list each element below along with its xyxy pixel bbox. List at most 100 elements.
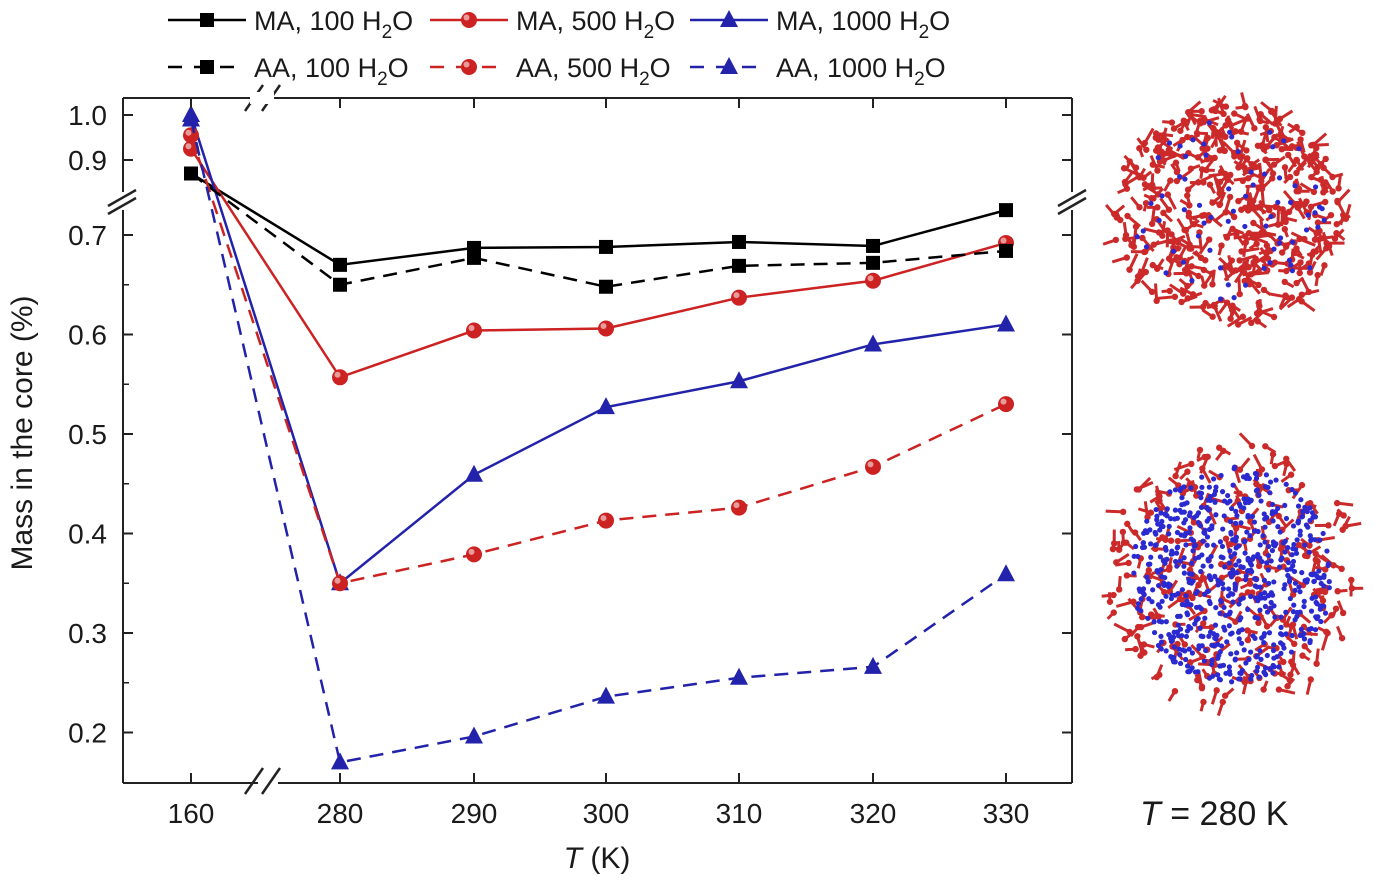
water-atom <box>1283 481 1289 487</box>
polymer-atom <box>1173 177 1181 185</box>
water-atom <box>1311 578 1317 585</box>
polymer-atom <box>1158 148 1165 155</box>
water-atom <box>1259 558 1265 565</box>
water-atom <box>1177 143 1183 149</box>
polymer-atom <box>1338 634 1346 642</box>
water-atom <box>1262 665 1269 671</box>
polymer-atom <box>1202 257 1209 264</box>
polymer-atom <box>1188 460 1195 468</box>
water-atom <box>1306 549 1312 555</box>
water-atom <box>1162 511 1168 517</box>
data-point-highlight <box>1000 398 1007 405</box>
water-atom <box>1220 555 1226 561</box>
polymer-atom <box>1283 460 1290 468</box>
water-atom <box>1270 144 1276 150</box>
water-atom <box>1241 496 1247 502</box>
polymer-atom <box>1278 670 1286 678</box>
water-atom <box>1278 557 1284 563</box>
polymer-atom <box>1334 197 1341 205</box>
water-atom <box>1160 558 1166 564</box>
water-atom <box>1261 633 1267 639</box>
polymer-atom <box>1132 645 1139 653</box>
water-atom <box>1286 257 1293 263</box>
polymer-atom <box>1209 313 1216 320</box>
polymer-atom <box>1189 594 1196 602</box>
polymer-atom <box>1168 119 1176 126</box>
water-atom <box>1238 670 1244 677</box>
water-atom <box>1261 640 1267 646</box>
series-0 <box>184 166 1013 272</box>
polymer-atom <box>1249 234 1257 241</box>
water-atom <box>1304 508 1310 515</box>
polymer-atom <box>1180 290 1187 297</box>
water-atom <box>1218 296 1224 302</box>
legend-marker <box>720 57 738 74</box>
data-point-highlight <box>185 143 192 150</box>
polymer-atom <box>1181 266 1189 274</box>
water-atom <box>1174 563 1180 569</box>
water-atom <box>1194 513 1200 519</box>
polymer-atom <box>1242 233 1249 240</box>
water-atom <box>1198 490 1205 496</box>
legend-marker-highlight <box>463 14 470 21</box>
water-atom <box>1240 564 1246 570</box>
x-tick-label: 280 <box>317 798 364 829</box>
polymer-atom <box>1154 204 1161 211</box>
polymer-atom <box>1172 159 1180 166</box>
water-atom <box>1248 676 1254 682</box>
water-atom <box>1170 656 1176 663</box>
polymer-atom <box>1109 545 1117 553</box>
water-atom <box>1229 134 1235 140</box>
polymer-atom <box>1160 209 1167 217</box>
polymer-atom <box>1314 219 1322 226</box>
water-atom <box>1282 582 1288 588</box>
polymer-atom <box>1232 128 1239 135</box>
water-atom <box>1227 570 1233 577</box>
water-atom <box>1274 654 1280 660</box>
polymer-atom <box>1325 243 1333 250</box>
polymer-atom <box>1246 580 1254 587</box>
polymer-atom <box>1216 444 1223 451</box>
polymer-atom <box>1196 446 1204 454</box>
water-atom <box>1298 497 1304 503</box>
water-atom <box>1251 554 1257 560</box>
polymer-atom <box>1153 147 1160 154</box>
water-atom <box>1164 506 1170 512</box>
water-atom <box>1254 664 1261 670</box>
water-atom <box>1232 551 1238 557</box>
polymer-atom <box>1253 480 1260 488</box>
water-atom <box>1156 217 1162 223</box>
axis-break-mark <box>243 767 265 795</box>
polymer-atom <box>1314 164 1321 171</box>
water-atom <box>1204 505 1210 511</box>
water-atom <box>1271 603 1277 609</box>
water-atom <box>1197 523 1204 529</box>
water-atom <box>1302 504 1308 510</box>
water-atom <box>1227 548 1233 554</box>
water-atom <box>1266 543 1272 550</box>
water-atom <box>1215 582 1221 588</box>
water-atom <box>1248 169 1254 175</box>
water-atom <box>1131 570 1137 576</box>
polymer-atom <box>1194 154 1202 161</box>
water-atom <box>1183 542 1189 548</box>
y-tick-label: 0.7 <box>68 220 107 251</box>
x-tick-label: 290 <box>451 798 498 829</box>
water-atom <box>1211 542 1217 548</box>
water-atom <box>1206 598 1212 604</box>
water-atom <box>1187 525 1193 531</box>
water-atom <box>1213 484 1219 490</box>
polymer-atom <box>1272 203 1279 211</box>
water-atom <box>1318 580 1324 587</box>
water-atom <box>1289 632 1295 639</box>
polymer-atom <box>1224 116 1232 124</box>
polymer-atom <box>1255 619 1262 627</box>
water-atom <box>1282 549 1288 555</box>
polymer-atom <box>1138 613 1146 621</box>
water-atom <box>1307 265 1313 271</box>
polymer-atom <box>1319 597 1327 604</box>
water-atom <box>1177 174 1183 180</box>
water-atom <box>1155 642 1162 649</box>
water-atom <box>1208 661 1215 668</box>
polymer-atom <box>1184 133 1191 141</box>
